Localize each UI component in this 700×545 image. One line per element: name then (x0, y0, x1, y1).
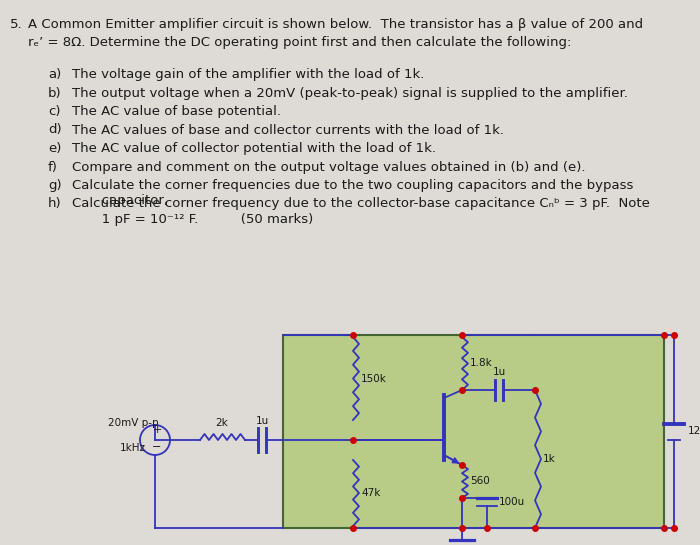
Text: Compare and comment on the output voltage values obtained in (b) and (e).: Compare and comment on the output voltag… (72, 160, 585, 173)
Text: 20mV p-p: 20mV p-p (108, 418, 158, 428)
Text: The AC value of base potential.: The AC value of base potential. (72, 105, 281, 118)
Text: h): h) (48, 197, 62, 210)
Text: 1u: 1u (256, 416, 269, 426)
Text: +: + (153, 425, 162, 435)
Text: 2k: 2k (216, 418, 228, 428)
Text: 150k: 150k (361, 373, 387, 384)
Text: The AC values of base and collector currents with the load of 1k.: The AC values of base and collector curr… (72, 124, 504, 136)
Text: Calculate the corner frequency due to the collector-base capacitance Cₙᵇ = 3 pF.: Calculate the corner frequency due to th… (72, 197, 650, 226)
Text: 1kHz: 1kHz (120, 443, 146, 453)
Text: g): g) (48, 179, 62, 192)
Text: b): b) (48, 87, 62, 100)
Text: 1k: 1k (543, 454, 556, 464)
Text: 100u: 100u (499, 497, 525, 507)
Bar (283, 335, 664, 528)
Text: 47k: 47k (361, 488, 380, 498)
Text: The voltage gain of the amplifier with the load of 1k.: The voltage gain of the amplifier with t… (72, 68, 424, 81)
Text: 12V: 12V (688, 427, 700, 437)
Text: rₑ’ = 8Ω. Determine the DC operating point first and then calculate the followin: rₑ’ = 8Ω. Determine the DC operating poi… (28, 36, 571, 49)
Text: 560: 560 (470, 476, 490, 487)
Text: The AC value of collector potential with the load of 1k.: The AC value of collector potential with… (72, 142, 436, 155)
Text: 1.8k: 1.8k (470, 359, 493, 368)
Text: The output voltage when a 20mV (peak-to-peak) signal is supplied to the amplifie: The output voltage when a 20mV (peak-to-… (72, 87, 628, 100)
Text: d): d) (48, 124, 62, 136)
Text: 5.: 5. (10, 18, 22, 31)
Text: e): e) (48, 142, 62, 155)
Text: c): c) (48, 105, 60, 118)
Text: a): a) (48, 68, 62, 81)
Text: A Common Emitter amplifier circuit is shown below.  The transistor has a β value: A Common Emitter amplifier circuit is sh… (28, 18, 643, 31)
Text: Calculate the corner frequencies due to the two coupling capacitors and the bypa: Calculate the corner frequencies due to … (72, 179, 634, 207)
Text: 1u: 1u (492, 367, 505, 377)
Text: f): f) (48, 160, 58, 173)
Text: −: − (153, 442, 162, 452)
